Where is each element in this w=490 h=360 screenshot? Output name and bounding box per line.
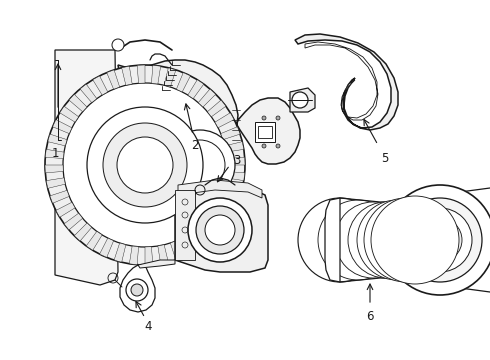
Circle shape xyxy=(131,284,143,296)
Polygon shape xyxy=(48,134,67,146)
Polygon shape xyxy=(211,208,230,224)
Circle shape xyxy=(298,198,382,282)
Circle shape xyxy=(87,107,203,223)
Polygon shape xyxy=(258,126,272,138)
Circle shape xyxy=(418,218,462,262)
Polygon shape xyxy=(207,100,226,117)
Polygon shape xyxy=(69,94,87,112)
Text: 1: 1 xyxy=(51,147,59,159)
Polygon shape xyxy=(86,231,102,250)
Circle shape xyxy=(348,202,424,278)
Circle shape xyxy=(165,130,235,200)
Polygon shape xyxy=(325,198,340,282)
Polygon shape xyxy=(223,184,242,196)
Circle shape xyxy=(117,137,173,193)
Polygon shape xyxy=(176,73,191,92)
Polygon shape xyxy=(225,141,244,152)
Circle shape xyxy=(262,116,266,120)
Polygon shape xyxy=(255,122,275,142)
Polygon shape xyxy=(138,260,175,268)
Polygon shape xyxy=(193,228,210,246)
Circle shape xyxy=(408,208,472,272)
Polygon shape xyxy=(158,245,169,264)
Polygon shape xyxy=(175,190,195,260)
Circle shape xyxy=(292,92,308,108)
Circle shape xyxy=(318,200,398,280)
Circle shape xyxy=(398,198,482,282)
Polygon shape xyxy=(290,88,315,112)
Polygon shape xyxy=(221,127,240,140)
Polygon shape xyxy=(198,89,216,107)
Circle shape xyxy=(364,198,448,282)
Circle shape xyxy=(357,200,437,280)
Polygon shape xyxy=(118,60,300,203)
Polygon shape xyxy=(178,180,262,198)
Circle shape xyxy=(276,144,280,148)
Text: 6: 6 xyxy=(366,310,374,323)
Polygon shape xyxy=(295,34,398,130)
Polygon shape xyxy=(215,113,234,128)
Text: 4: 4 xyxy=(144,320,152,333)
Polygon shape xyxy=(74,223,92,241)
Polygon shape xyxy=(46,178,65,188)
Circle shape xyxy=(385,185,490,295)
Polygon shape xyxy=(171,241,183,260)
Circle shape xyxy=(63,83,227,247)
Polygon shape xyxy=(145,247,153,265)
Circle shape xyxy=(335,202,411,278)
Polygon shape xyxy=(129,246,139,265)
Circle shape xyxy=(103,123,187,207)
Polygon shape xyxy=(114,243,126,262)
Polygon shape xyxy=(50,190,69,203)
Polygon shape xyxy=(55,50,118,285)
Circle shape xyxy=(175,140,225,190)
Polygon shape xyxy=(45,149,64,158)
Circle shape xyxy=(126,279,148,301)
Polygon shape xyxy=(60,106,79,122)
Polygon shape xyxy=(137,65,145,83)
Polygon shape xyxy=(93,76,108,95)
Polygon shape xyxy=(45,165,63,173)
Polygon shape xyxy=(122,66,132,85)
Circle shape xyxy=(112,39,124,51)
Circle shape xyxy=(276,116,280,120)
Polygon shape xyxy=(175,185,268,272)
Polygon shape xyxy=(182,235,197,254)
Polygon shape xyxy=(107,70,120,89)
Polygon shape xyxy=(80,84,97,103)
Polygon shape xyxy=(203,218,221,236)
Text: 2: 2 xyxy=(191,139,199,152)
Circle shape xyxy=(188,198,252,262)
Circle shape xyxy=(428,228,452,252)
Polygon shape xyxy=(218,197,237,210)
Circle shape xyxy=(205,215,235,245)
Circle shape xyxy=(371,196,459,284)
Text: 3: 3 xyxy=(233,153,241,166)
Polygon shape xyxy=(56,202,75,217)
Polygon shape xyxy=(188,80,204,99)
Circle shape xyxy=(262,144,266,148)
Polygon shape xyxy=(52,120,72,134)
Circle shape xyxy=(45,65,245,265)
Polygon shape xyxy=(164,68,176,87)
Polygon shape xyxy=(151,65,161,84)
Polygon shape xyxy=(305,42,378,120)
Circle shape xyxy=(196,206,244,254)
Text: 5: 5 xyxy=(381,152,389,165)
Polygon shape xyxy=(227,157,245,165)
Polygon shape xyxy=(99,238,114,257)
Polygon shape xyxy=(226,171,245,181)
Polygon shape xyxy=(120,265,155,312)
Polygon shape xyxy=(64,213,83,230)
